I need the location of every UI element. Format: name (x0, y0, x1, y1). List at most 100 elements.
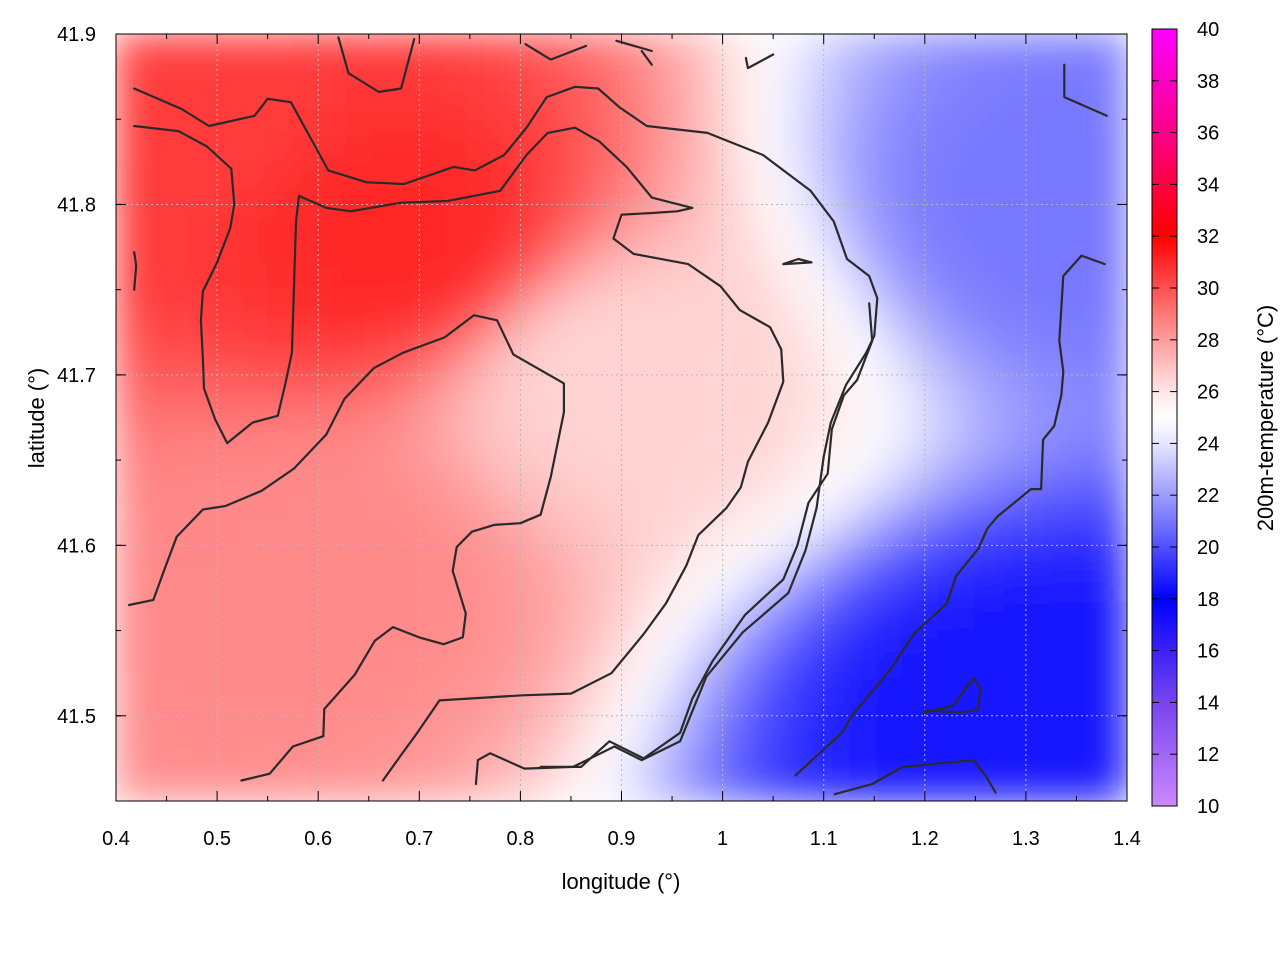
heatmap-cell (949, 237, 977, 266)
heatmap-cell (241, 672, 269, 700)
heatmap-cell (241, 416, 269, 445)
heatmap-cell (190, 160, 219, 189)
heatmap-cell (1024, 365, 1053, 393)
heatmap-cell (468, 135, 497, 163)
heatmap-cell (620, 339, 648, 368)
heatmap-cell (1100, 314, 1127, 342)
heatmap-cell (949, 58, 977, 87)
heatmap-cell (519, 58, 547, 87)
heatmap-cell (746, 774, 775, 801)
heatmap-cell (216, 467, 244, 496)
heatmap-cell (342, 34, 370, 61)
heatmap-cell (1024, 288, 1053, 317)
heatmap-cell (595, 697, 623, 726)
heatmap-cell (721, 569, 749, 598)
heatmap-cell (367, 723, 396, 751)
heatmap-cell (797, 58, 825, 87)
heatmap-cell (266, 211, 294, 240)
heatmap-cell (999, 493, 1027, 521)
heatmap-cell (342, 365, 370, 393)
heatmap-cell (418, 518, 446, 547)
heatmap-cell (216, 569, 244, 598)
heatmap-cell (999, 646, 1027, 675)
heatmap-cell (1075, 186, 1103, 214)
heatmap-cell (165, 135, 193, 163)
heatmap-cell (1050, 646, 1078, 675)
heatmap-cell (418, 646, 446, 675)
heatmap-cell (1024, 186, 1053, 214)
heatmap-cell (923, 237, 952, 266)
heatmap-cell (645, 774, 674, 801)
heatmap-cell (898, 314, 926, 342)
heatmap-cell (190, 314, 219, 342)
heatmap-cell (949, 621, 977, 649)
heatmap-cell (443, 288, 471, 317)
heatmap-cell (165, 314, 193, 342)
heatmap-cell (620, 442, 648, 470)
heatmap-cell (317, 84, 345, 112)
heatmap-cell (317, 211, 345, 240)
heatmap-cell (468, 646, 497, 675)
heatmap-cell (140, 237, 168, 266)
heatmap-cell (190, 467, 219, 496)
heatmap-cell (266, 544, 294, 572)
heatmap-cell (291, 544, 320, 572)
heatmap-cell (494, 58, 522, 87)
heatmap-cell (443, 365, 471, 393)
heatmap-cell (772, 621, 800, 649)
heatmap-cell (671, 211, 699, 240)
heatmap-cell (999, 467, 1027, 496)
heatmap-cell (393, 518, 421, 547)
heatmap-cell (1050, 186, 1078, 214)
heatmap-cell (544, 186, 572, 214)
heatmap-cell (746, 339, 775, 368)
heatmap-cell (165, 263, 193, 291)
heatmap-cell (999, 135, 1027, 163)
heatmap-cell (822, 135, 850, 163)
heatmap-cell (418, 288, 446, 317)
heatmap-cell (190, 672, 219, 700)
heatmap-cell (291, 314, 320, 342)
heatmap-cell (620, 544, 648, 572)
heatmap-cell (999, 314, 1027, 342)
heatmap-cell (190, 416, 219, 445)
heatmap-cell (140, 442, 168, 470)
heatmap-cell (999, 237, 1027, 266)
colorbar-ticks: 10 12 14 16 18 20 22 24 26 28 30 32 34 36 38 40 (1152, 19, 1219, 818)
heatmap-cell (266, 84, 294, 112)
heatmap-cell (367, 697, 396, 726)
heatmap-cell (342, 339, 370, 368)
heatmap-cell (291, 263, 320, 291)
heatmap-cell (519, 569, 547, 598)
heatmap-cell (595, 390, 623, 419)
heatmap-cell (898, 569, 926, 598)
heatmap-cell (266, 365, 294, 393)
heatmap-cell (216, 160, 244, 189)
y-tick-label: 41.8 (57, 194, 96, 216)
heatmap-cell (1075, 263, 1103, 291)
heatmap-cell (822, 58, 850, 87)
heatmap-cell (317, 237, 345, 266)
heatmap-cell (1100, 263, 1127, 291)
heatmap-cell (923, 288, 952, 317)
heatmap-cell (974, 518, 1002, 547)
heatmap-cell (746, 390, 775, 419)
heatmap-cell (620, 34, 648, 61)
heatmap-cell (1075, 34, 1103, 61)
heatmap-cell (671, 518, 699, 547)
heatmap-cell (519, 288, 547, 317)
heatmap-cell (721, 416, 749, 445)
heatmap-cell (165, 416, 193, 445)
heatmap-cell (923, 569, 952, 598)
heatmap-cell (569, 263, 598, 291)
heatmap-cell (847, 518, 876, 547)
heatmap-cell (999, 365, 1027, 393)
heatmap-cell (216, 263, 244, 291)
heatmap-cell (847, 263, 876, 291)
heatmap-cell (797, 365, 825, 393)
heatmap-cell (620, 263, 648, 291)
y-axis-ticks: 41.5 41.6 41.7 41.8 41.9 (57, 24, 1127, 802)
heatmap-cell (1100, 723, 1127, 751)
heatmap-cell (569, 569, 598, 598)
heatmap-cell (241, 58, 269, 87)
